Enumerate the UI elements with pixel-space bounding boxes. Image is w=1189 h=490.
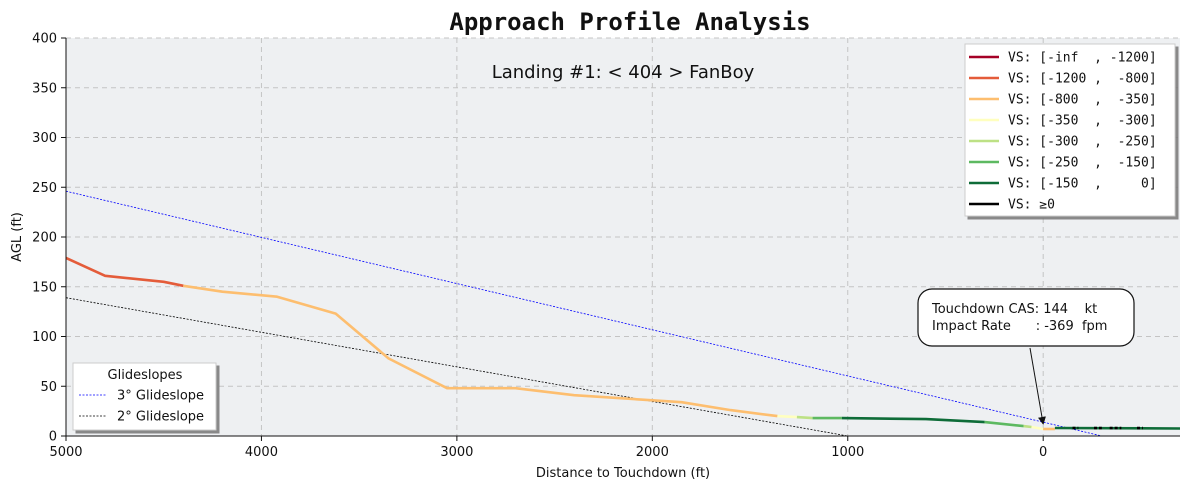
annotation-box (917, 288, 1135, 347)
profile-segment-2 (777, 414, 797, 419)
profile-segment-6 (984, 420, 1024, 428)
glideslope-line-0 (65, 190, 1102, 437)
y-axis-label: AGL (ft) (10, 212, 25, 262)
x-ticks: 5000 4000 3000 2000 1000 0 (49, 436, 1047, 460)
vs-legend: VS: [-inf , -1200] VS: [-1200 , -800] VS: … (964, 43, 1176, 217)
x-tick-label-5: 0 (1039, 445, 1047, 460)
profile-segment-3 (796, 415, 813, 420)
x-tick-label-2: 3000 (440, 445, 473, 460)
glideslope-legend-box (72, 362, 217, 431)
vs-legend-label-0: VS: [-inf , -1200] (1008, 51, 1157, 66)
vs-legend-label-3: VS: [-350 , -300] (1008, 114, 1157, 129)
glideslope-line-1 (65, 297, 848, 437)
y-tick-label-5: 250 (32, 181, 57, 196)
vs-legend-label-5: VS: [-250 , -150] (1008, 156, 1157, 171)
profile-segment-0 (65, 256, 184, 288)
vs-legend-label-1: VS: [-1200 , -800] (1008, 72, 1157, 87)
glideslope-legend-label-0: 3° Glideslope (117, 389, 204, 404)
y-tick-label-3: 150 (32, 280, 57, 295)
x-tick-label-4: 1000 (831, 445, 864, 460)
profile-segment-7 (1023, 424, 1032, 429)
y-tick-label-1: 50 (40, 380, 57, 395)
profile-segment-8 (1031, 425, 1044, 431)
vs-legend-label-6: VS: [-150 , 0] (1008, 177, 1157, 192)
x-axis-label: Distance to Touchdown (ft) (536, 466, 710, 481)
y-tick-label-7: 350 (32, 81, 57, 96)
x-tick-label-1: 4000 (245, 445, 278, 460)
glideslope-lines (65, 190, 1102, 437)
vs-legend-label-4: VS: [-300 , -250] (1008, 135, 1157, 150)
y-ticks: 0 50 100 150 200 250 300 350 400 (32, 32, 66, 445)
chart-subtitle: Landing #1: < 404 > FanBoy (492, 62, 755, 83)
profile-segment-5 (841, 416, 985, 424)
x-tick-label-0: 5000 (49, 445, 82, 460)
vs-legend-items: VS: [-inf , -1200] VS: [-1200 , -800] VS: … (969, 51, 1157, 213)
vs-legend-label-2: VS: [-800 , -350] (1008, 93, 1157, 108)
glideslope-legend-items: 3° Glideslope 2° Glideslope (79, 389, 204, 425)
annotation-line-impact: Impact Rate : -369 fpm (932, 319, 1107, 334)
annotation-arrow (1029, 347, 1046, 425)
glideslope-legend-label-1: 2° Glideslope (117, 410, 204, 425)
vs-legend-label-7: VS: ≥0 (1008, 198, 1055, 213)
annotation-line-cas: Touchdown CAS: 144 kt (931, 302, 1097, 317)
glideslope-legend-title: Glideslopes (108, 368, 183, 383)
chart-title: Approach Profile Analysis (449, 8, 810, 36)
y-tick-label-2: 100 (32, 330, 57, 345)
touchdown-annotation: Touchdown CAS: 144 kt Impact Rate : -369… (917, 288, 1135, 425)
vs-legend-box (964, 43, 1176, 217)
y-tick-label-6: 300 (32, 131, 57, 146)
glideslope-legend: Glideslopes 3° Glideslope 2° Glideslope (72, 362, 217, 431)
profile-segment-1 (183, 284, 778, 418)
y-tick-label-8: 400 (32, 32, 57, 47)
approach-profile-line (65, 256, 1181, 431)
y-tick-label-4: 200 (32, 231, 57, 246)
y-tick-label-0: 0 (49, 430, 57, 445)
x-tick-label-3: 2000 (636, 445, 669, 460)
